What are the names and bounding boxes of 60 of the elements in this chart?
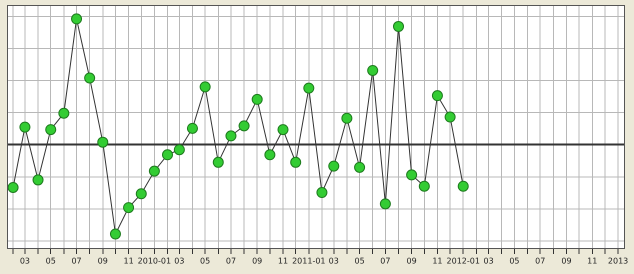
x-tick-label: 11 [432,256,443,266]
point [264,149,276,160]
x-tick-label: 09 [252,256,262,266]
point [186,122,198,134]
x-tick-label: 07 [226,256,236,266]
x-tick-label: 05 [46,256,56,266]
point [45,124,56,136]
x-tick-label: 2012-01 [446,256,480,266]
point [84,72,96,84]
x-tick-label: 2013 [608,256,628,266]
point [174,144,185,156]
point [290,156,302,168]
x-tick-label: 05 [354,256,365,266]
point [367,64,378,76]
x-tick-label: 07 [535,256,546,266]
point [97,136,108,148]
x-tick-label: 09 [406,256,417,266]
point [303,82,314,94]
point [8,182,19,193]
point [148,166,160,177]
point [225,130,236,142]
x-tick-label: 11 [587,256,598,266]
point [406,169,418,180]
point [200,81,211,92]
point [341,112,352,124]
point [316,187,328,198]
x-tick-label: 03 [20,256,30,266]
x-tick-label: 03 [328,256,339,266]
point [123,202,134,214]
point [328,160,340,172]
point [444,112,456,123]
point [110,228,121,240]
x-tick-label: 11 [278,256,288,266]
x-tick-label: 05 [200,256,210,266]
point [71,13,82,24]
point [278,124,288,136]
x-tick-label: 09 [561,256,572,266]
x-tick-label: 03 [484,256,494,266]
x-tick-label: 07 [71,256,82,266]
point [19,122,30,133]
point [162,149,173,160]
x-tick-label: 05 [509,256,520,266]
x-tick-label: 2010-01 [138,256,172,266]
x-tick-label: 03 [174,256,184,266]
point [354,162,366,173]
point [418,180,430,192]
point [212,156,224,168]
point [458,180,469,192]
x-tick-label: 09 [98,256,108,266]
point [32,174,44,186]
point [432,90,443,102]
point [136,188,147,200]
x-tick-label: 2011-01 [292,256,326,266]
x-tick-label: 07 [380,256,390,266]
x-tick-label: 11 [123,256,134,266]
point [238,120,250,132]
point [393,20,404,32]
point [58,108,70,119]
point [252,94,263,105]
point [380,198,391,210]
